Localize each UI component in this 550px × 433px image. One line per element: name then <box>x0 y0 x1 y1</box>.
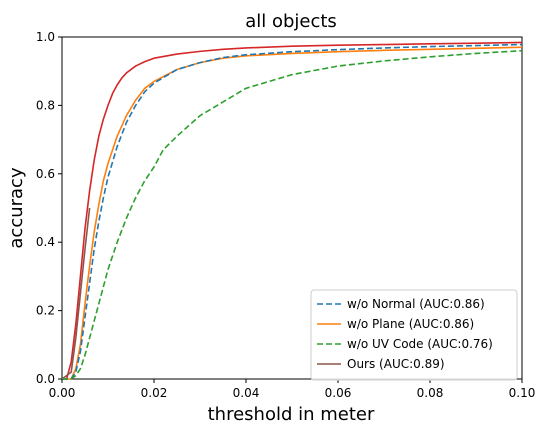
x-tick-label: 0.08 <box>417 386 444 400</box>
y-tick-label: 0.6 <box>36 167 55 181</box>
y-axis-label: accuracy <box>6 167 27 249</box>
legend-entry: Ours (AUC:0.89) <box>347 357 445 371</box>
legend-box <box>310 289 518 381</box>
series-layer <box>61 41 523 380</box>
legend-entry: w/o Plane (AUC:0.86) <box>347 317 474 331</box>
x-tick-label: 0.04 <box>233 386 260 400</box>
y-tick-label: 0.4 <box>36 235 55 249</box>
plot-area <box>61 36 523 380</box>
x-tick-label: 0.00 <box>49 386 76 400</box>
series-line-4 <box>62 41 523 380</box>
plot-frame <box>61 36 523 380</box>
legend: w/o Normal (AUC:0.86) w/o Plane (AUC:0.86… <box>310 289 518 381</box>
x-tick-label: 0.06 <box>325 386 352 400</box>
y-tick-label: 0.8 <box>36 98 55 112</box>
series-line-1 <box>62 46 523 380</box>
legend-entry: w/o UV Code (AUC:0.76) <box>347 337 493 351</box>
series-line-2 <box>62 49 523 380</box>
series-line-3 <box>61 207 91 380</box>
chart-title: all objects <box>245 11 337 32</box>
series-line-0 <box>62 43 523 380</box>
x-tick-label: 0.10 <box>509 386 536 400</box>
y-tick-label: 1.0 <box>36 30 55 44</box>
x-axis-ticks: 0.00 0.02 0.04 0.06 0.08 0.10 <box>49 379 536 400</box>
x-axis-label: threshold in meter <box>208 404 375 425</box>
y-tick-label: 0.2 <box>36 304 55 318</box>
y-axis-ticks: 0.0 0.2 0.4 0.6 0.8 1.0 <box>36 30 62 386</box>
legend-entry: w/o Normal (AUC:0.86) <box>347 297 485 311</box>
y-tick-label: 0.0 <box>36 372 55 386</box>
x-tick-label: 0.02 <box>141 386 168 400</box>
